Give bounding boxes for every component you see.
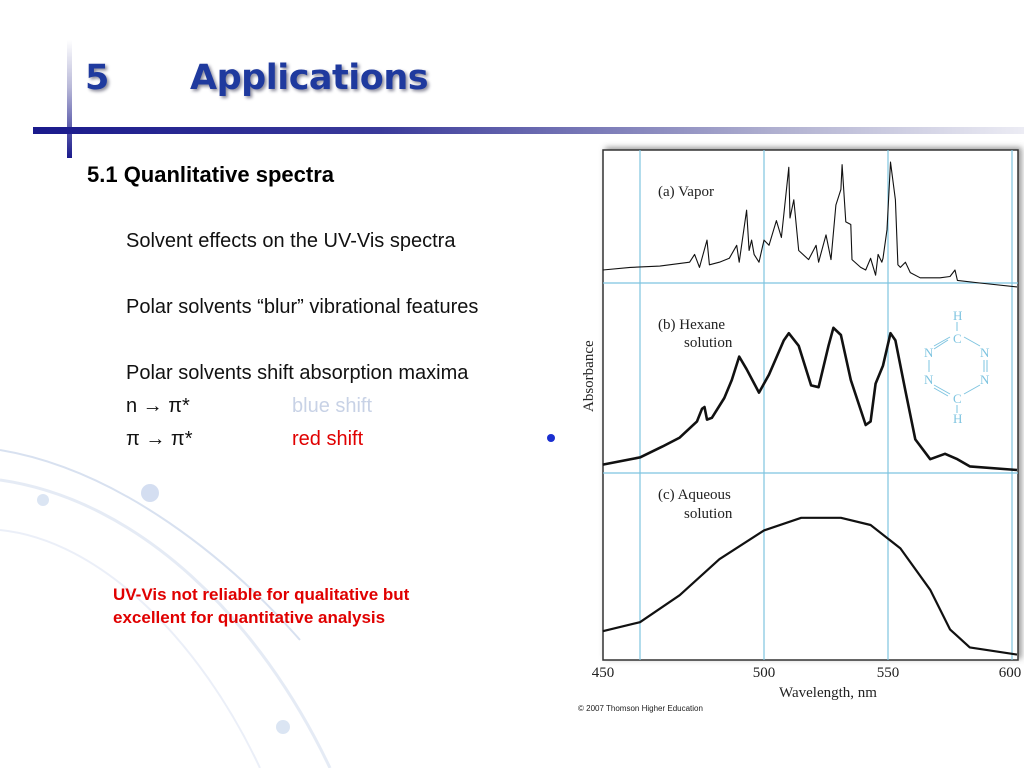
title-horizontal-rule — [33, 127, 1024, 134]
bullet-solvent-effects: Solvent effects on the UV-Vis spectra — [126, 230, 456, 252]
x-axis-label: Wavelength, nm — [779, 685, 877, 700]
red-shift-label: red shift — [292, 428, 364, 450]
atom-h-bottom: H — [953, 411, 962, 426]
atom-c-bottom: C — [953, 391, 962, 406]
atom-n: N — [980, 345, 990, 360]
section-number: 5 — [85, 58, 109, 98]
spectrum-aqueous — [602, 516, 1018, 656]
blue-shift-label: blue shift — [292, 395, 373, 417]
transition-n-pi: n → π* — [126, 395, 190, 417]
atom-c-top: C — [953, 331, 962, 346]
atom-h-top: H — [953, 308, 962, 323]
conclusion-note: UV-Vis not reliable for qualitative but … — [113, 585, 410, 627]
bullet-dot — [547, 434, 555, 442]
x-tick-500: 500 — [753, 665, 776, 681]
title-vertical-rule — [67, 40, 72, 158]
spectrum-hexane — [602, 326, 1018, 472]
transition-pi-pi: π → π* — [126, 428, 193, 450]
spectrum-vapor — [602, 161, 1018, 288]
subsection-heading: 5.1 Quanlitative spectra — [87, 162, 334, 187]
tetrazine-structure: H C N N N N C H — [924, 308, 990, 426]
atom-n: N — [924, 345, 934, 360]
bullet-blur: Polar solvents “blur” vibrational featur… — [126, 296, 479, 318]
x-tick-550: 550 — [877, 665, 900, 681]
x-tick-450: 450 — [592, 665, 615, 681]
y-axis-label: Absorbance — [581, 340, 597, 412]
copyright-credit: © 2007 Thomson Higher Education — [578, 704, 703, 713]
plot-frame — [602, 149, 1019, 661]
panel-label-hexane-2: solution — [684, 335, 733, 351]
panel-label-vapor: (a) Vapor — [658, 184, 714, 200]
panel-label-aqueous-2: solution — [684, 506, 733, 522]
panel-label-aqueous-1: (c) Aqueous — [658, 487, 731, 503]
uv-vis-spectra-chart: (a) Vapor (b) Hexane solution (c) Aqueou… — [581, 149, 1022, 700]
bullet-shift: Polar solvents shift absorption maxima — [126, 362, 469, 384]
slide-title: Applications — [190, 58, 429, 98]
panel-label-hexane-1: (b) Hexane — [658, 317, 725, 333]
atom-n: N — [980, 372, 990, 387]
atom-n: N — [924, 372, 934, 387]
x-tick-600: 600 — [999, 665, 1022, 681]
